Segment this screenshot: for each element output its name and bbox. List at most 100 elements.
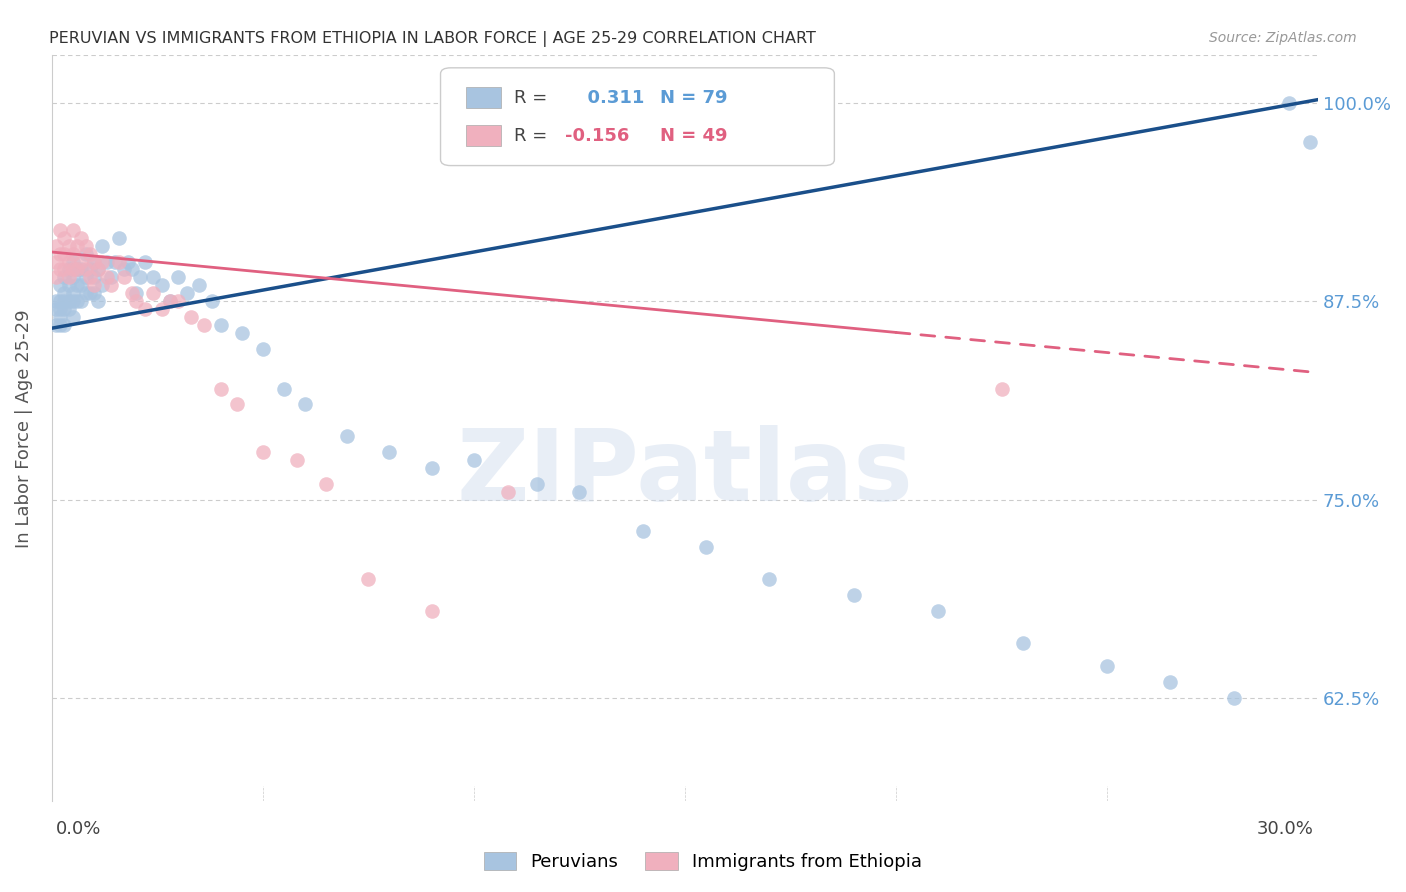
Point [378, 445, 401, 459]
Point [193, 318, 215, 332]
Point [121, 286, 143, 301]
Point [58, 278, 80, 293]
Point [336, 429, 359, 443]
Point [1222, 691, 1244, 706]
Point [62, 223, 84, 237]
Point [167, 294, 190, 309]
Point [58, 262, 80, 277]
Point [53, 262, 76, 277]
Point [58, 270, 80, 285]
Point [62, 310, 84, 324]
Text: 30.0%: 30.0% [1257, 821, 1315, 838]
Point [83, 254, 105, 268]
Point [150, 278, 173, 293]
Point [129, 270, 152, 285]
Point [70, 230, 93, 244]
Point [79, 246, 101, 260]
Point [176, 286, 198, 301]
Point [112, 262, 135, 277]
Point [420, 461, 443, 475]
Point [112, 270, 135, 285]
Point [79, 262, 101, 277]
Point [49, 310, 72, 324]
Point [62, 262, 84, 277]
Text: 0.311: 0.311 [575, 89, 644, 107]
Point [226, 397, 249, 411]
Text: -0.156: -0.156 [565, 127, 628, 145]
Point [49, 223, 72, 237]
Point [1299, 136, 1322, 150]
Point [62, 270, 84, 285]
Point [125, 286, 148, 301]
Point [70, 262, 93, 277]
Point [53, 286, 76, 301]
Point [96, 254, 118, 268]
Point [1159, 675, 1181, 690]
Text: 0.0%: 0.0% [56, 821, 101, 838]
Point [463, 453, 485, 467]
Point [209, 318, 232, 332]
Point [49, 278, 72, 293]
Point [49, 294, 72, 309]
Point [58, 254, 80, 268]
Point [91, 254, 114, 268]
FancyBboxPatch shape [440, 68, 834, 166]
Point [62, 286, 84, 301]
Point [631, 524, 654, 539]
Point [58, 238, 80, 252]
Point [842, 588, 865, 602]
Y-axis label: In Labor Force | Age 25-29: In Labor Force | Age 25-29 [15, 309, 32, 548]
Point [357, 572, 380, 586]
Text: ZIPatlas: ZIPatlas [457, 425, 914, 522]
Point [180, 310, 202, 324]
Point [66, 238, 89, 252]
Point [53, 302, 76, 317]
Point [53, 318, 76, 332]
Point [231, 326, 253, 340]
FancyBboxPatch shape [465, 87, 502, 108]
Point [62, 246, 84, 260]
Point [159, 294, 181, 309]
Point [53, 230, 76, 244]
Point [188, 278, 211, 293]
Point [45, 294, 67, 309]
Point [100, 270, 122, 285]
Point [75, 286, 97, 301]
Point [83, 254, 105, 268]
Point [45, 318, 67, 332]
Point [66, 262, 89, 277]
Point [62, 254, 84, 268]
Point [75, 262, 97, 277]
Point [134, 302, 156, 317]
Legend: Peruvians, Immigrants from Ethiopia: Peruvians, Immigrants from Ethiopia [477, 845, 929, 879]
Point [66, 278, 89, 293]
Text: Source: ZipAtlas.com: Source: ZipAtlas.com [1209, 31, 1357, 45]
Point [142, 286, 165, 301]
Point [100, 278, 122, 293]
Point [695, 541, 717, 555]
Point [96, 270, 118, 285]
Text: PERUVIAN VS IMMIGRANTS FROM ETHIOPIA IN LABOR FORCE | AGE 25-29 CORRELATION CHAR: PERUVIAN VS IMMIGRANTS FROM ETHIOPIA IN … [49, 31, 815, 47]
Point [49, 262, 72, 277]
Point [134, 254, 156, 268]
Point [209, 382, 232, 396]
Point [70, 278, 93, 293]
Point [70, 254, 93, 268]
Point [83, 286, 105, 301]
Point [125, 294, 148, 309]
Text: R =: R = [515, 127, 547, 145]
Point [273, 382, 295, 396]
Point [990, 382, 1012, 396]
Point [45, 302, 67, 317]
Point [108, 254, 131, 268]
Point [66, 262, 89, 277]
Point [159, 294, 181, 309]
Point [420, 604, 443, 618]
Text: N = 49: N = 49 [659, 127, 727, 145]
Text: R =: R = [515, 89, 547, 107]
Point [75, 246, 97, 260]
Point [53, 294, 76, 309]
Point [252, 445, 274, 459]
FancyBboxPatch shape [465, 125, 502, 146]
Point [75, 238, 97, 252]
